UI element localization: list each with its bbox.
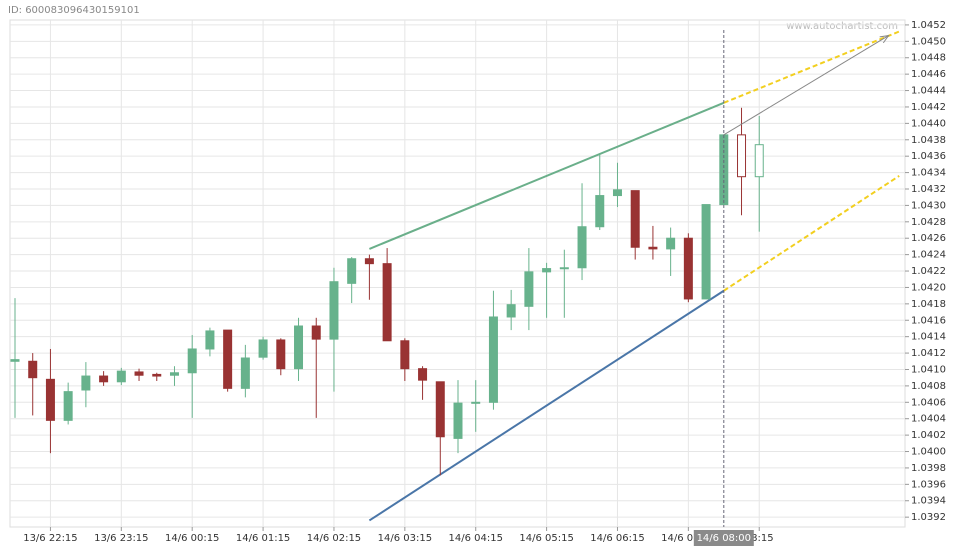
candle-body	[205, 330, 215, 350]
y-tick-label: 1.0420	[911, 282, 946, 293]
candle-body	[737, 134, 747, 178]
candle-body	[63, 391, 73, 421]
x-tick-label: 13/6 22:15	[23, 533, 77, 544]
x-tick-label: 14/6 07:15	[661, 533, 715, 544]
y-tick-label: 1.0400	[911, 447, 946, 458]
candle-body	[701, 204, 711, 300]
x-tick-label: 14/6 06:15	[590, 533, 644, 544]
x-tick-label: 08:15	[745, 533, 774, 544]
y-tick-label: 1.0410	[911, 364, 946, 375]
candle-body	[294, 325, 304, 370]
y-tick-label: 1.0452	[911, 20, 946, 31]
y-tick-label: 1.0430	[911, 200, 946, 211]
candle-body	[258, 339, 268, 358]
candle-body	[187, 348, 197, 374]
y-tick-label: 1.0394	[911, 496, 946, 507]
y-tick-label: 1.0408	[911, 381, 946, 392]
y-tick-label: 1.0418	[911, 299, 946, 310]
pattern-line	[369, 101, 725, 250]
y-tick-label: 1.0396	[911, 479, 946, 490]
candle-body	[311, 325, 321, 340]
plot-area	[9, 19, 906, 528]
candle-body	[10, 359, 20, 362]
y-tick-label: 1.0428	[911, 217, 946, 228]
forecast-arrow	[723, 35, 889, 136]
candle-body	[276, 339, 286, 370]
x-tick-label: 13/6 23:15	[94, 533, 148, 544]
candle-body	[435, 381, 445, 438]
y-tick-label: 1.0446	[911, 69, 946, 80]
y-tick-label: 1.0440	[911, 118, 946, 129]
candle-body	[754, 144, 764, 178]
pattern-line	[368, 289, 725, 522]
candle-body	[116, 370, 126, 383]
x-tick-label: 14/6 03:15	[378, 533, 432, 544]
candle-body	[347, 258, 357, 284]
candle-body	[630, 190, 640, 248]
candle-body	[648, 246, 658, 250]
y-tick-label: 1.0416	[911, 315, 946, 326]
pattern-line	[723, 175, 900, 292]
x-tick-label: 14/6 05:15	[519, 533, 573, 544]
arrow-head	[879, 34, 890, 44]
y-tick-label: 1.0398	[911, 463, 946, 474]
candle-body	[81, 375, 91, 391]
candle-body	[45, 378, 55, 421]
y-tick-label: 1.0444	[911, 86, 946, 97]
y-tick-label: 1.0426	[911, 233, 946, 244]
x-tick-label: 14/6 04:15	[448, 533, 502, 544]
watermark: www.autochartist.com	[786, 21, 898, 32]
y-tick-label: 1.0424	[911, 250, 946, 261]
candle-body	[506, 304, 516, 318]
y-tick-label: 1.0438	[911, 135, 946, 146]
y-tick-label: 1.0414	[911, 332, 946, 343]
y-tick-label: 1.0404	[911, 414, 946, 425]
y-tick-label: 1.0436	[911, 151, 946, 162]
current-time-label: 14/6 08:00	[697, 533, 751, 544]
x-tick-label: 14/6 01:15	[236, 533, 290, 544]
chart-id: ID: 600083096430159101	[8, 5, 140, 16]
y-tick-label: 1.0422	[911, 266, 946, 277]
candle-body	[471, 401, 481, 404]
candle-body	[382, 263, 392, 342]
candle-body	[134, 371, 144, 376]
current-time-box	[693, 530, 754, 546]
y-tick-label: 1.0406	[911, 397, 946, 408]
y-tick-label: 1.0448	[911, 53, 946, 64]
candle-body	[169, 372, 179, 376]
candle-body	[524, 271, 534, 307]
x-tick-label: 14/6 00:15	[165, 533, 219, 544]
candle-body	[400, 340, 410, 370]
y-tick-label: 1.0402	[911, 430, 946, 441]
x-tick-label: 14/6 02:15	[307, 533, 361, 544]
y-tick-label: 1.0434	[911, 168, 946, 179]
candle-body	[666, 237, 676, 250]
y-tick-label: 1.0432	[911, 184, 946, 195]
candle-body	[577, 226, 587, 269]
candle-body	[152, 373, 162, 377]
candle-body	[240, 357, 250, 389]
candle-body	[99, 375, 109, 383]
candle-body	[418, 368, 428, 381]
candle-body	[559, 267, 569, 270]
candle-body	[364, 258, 374, 265]
y-tick-label: 1.0442	[911, 102, 946, 113]
candle-body	[223, 329, 233, 389]
candle-body	[612, 189, 622, 197]
candle-body	[28, 360, 38, 379]
candle-body	[453, 402, 463, 439]
candle-body	[595, 195, 605, 228]
candle-body	[488, 316, 498, 403]
candle-body	[542, 268, 552, 273]
y-tick-label: 1.0450	[911, 36, 946, 47]
candle-body	[329, 281, 339, 340]
y-tick-label: 1.0392	[911, 512, 946, 523]
candle-body	[683, 237, 693, 300]
y-tick-label: 1.0412	[911, 348, 946, 359]
